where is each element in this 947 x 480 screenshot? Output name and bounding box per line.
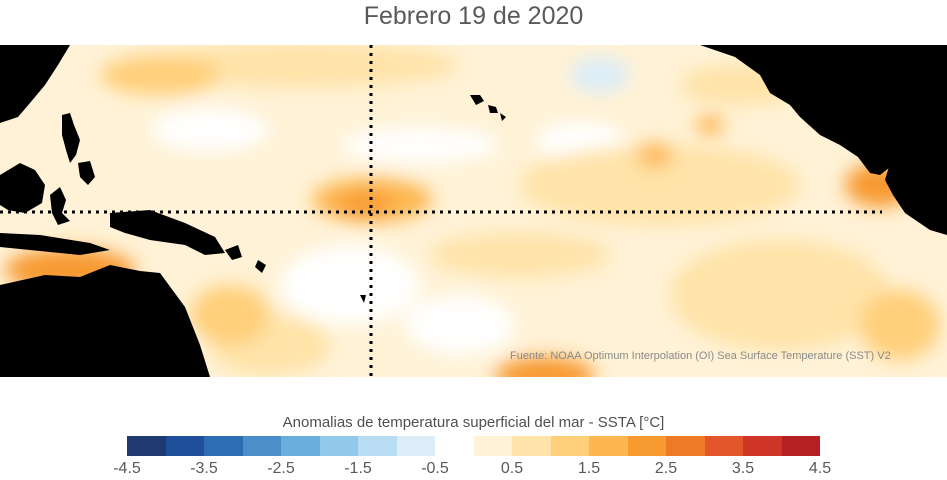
colorbar-tick-label: -1.5 [344, 460, 372, 477]
colorbar-tick-label: -3.5 [190, 460, 218, 477]
colorbar-title: Anomalias de temperatura superficial del… [282, 414, 665, 431]
colorbar-swatch [242, 436, 281, 456]
colorbar-swatch [127, 436, 166, 456]
colorbar-swatch [281, 436, 320, 456]
colorbar-swatch [319, 436, 358, 456]
colorbar-swatch [666, 436, 705, 456]
colorbar-swatch [396, 436, 435, 456]
colorbar-tick-label: -4.5 [113, 460, 141, 477]
map-title: Febrero 19 de 2020 [363, 2, 584, 30]
colorbar-tick-label: -2.5 [267, 460, 295, 477]
colorbar-tick-labels: -4.5 -3.5 -2.5 -1.5 -0.5 0.5 1.5 2.5 3.5 4.5 [113, 460, 831, 480]
source-note: Fuente: NOAA Optimum Interpolation (OI) … [510, 350, 891, 362]
colorbar-swatch [550, 436, 589, 456]
colorbar-tick-label: 1.5 [577, 460, 601, 477]
colorbar-tick-label: 0.5 [500, 460, 524, 477]
colorbar-swatch [589, 436, 628, 456]
colorbar [127, 436, 820, 456]
colorbar-swatch [358, 436, 397, 456]
land-masses [0, 45, 947, 377]
colorbar-swatch [512, 436, 551, 456]
colorbar-tick-label: -0.5 [421, 460, 449, 477]
colorbar-swatch [165, 436, 204, 456]
colorbar-swatch [204, 436, 243, 456]
sst-anomaly-map [0, 45, 947, 377]
colorbar-tick-label: 4.5 [808, 460, 832, 477]
colorbar-swatch [627, 436, 666, 456]
colorbar-swatch [781, 436, 820, 456]
colorbar-swatch [473, 436, 512, 456]
colorbar-tick-label: 3.5 [731, 460, 755, 477]
colorbar-swatch [743, 436, 782, 456]
colorbar-swatch [435, 436, 474, 456]
colorbar-tick-label: 2.5 [654, 460, 678, 477]
colorbar-swatch [704, 436, 743, 456]
